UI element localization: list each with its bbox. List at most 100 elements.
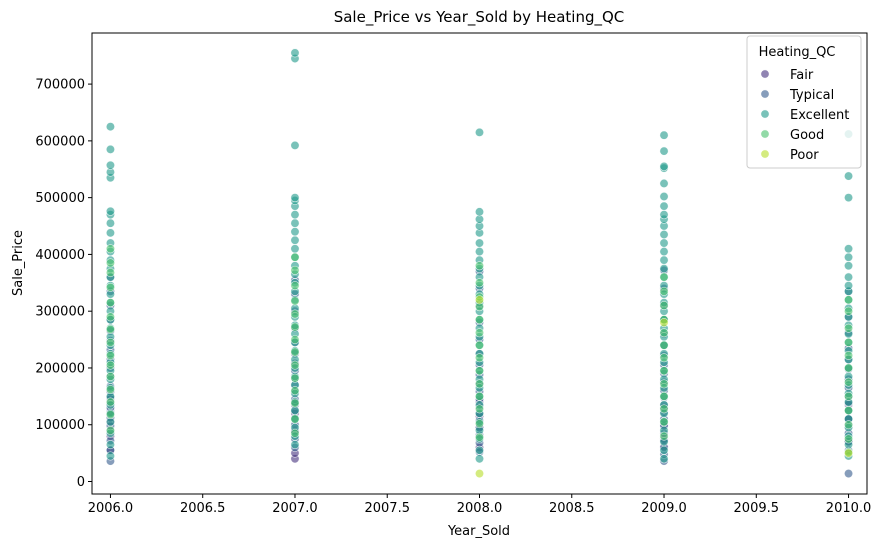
data-point: [105, 371, 115, 381]
legend-label: Good: [790, 128, 824, 143]
x-tick-label: 2009.5: [734, 501, 780, 516]
y-tick-label: 300000: [35, 305, 85, 320]
data-point: [474, 247, 484, 257]
data-point: [474, 340, 484, 350]
data-point: [844, 252, 854, 262]
data-point: [659, 192, 669, 202]
data-point: [844, 193, 854, 203]
data-point: [474, 391, 484, 401]
legend-title: Heating_QC: [759, 45, 836, 60]
data-point: [105, 385, 115, 395]
legend-marker: [760, 109, 770, 119]
x-tick-label: 2006.5: [180, 501, 226, 516]
legend-label: Excellent: [790, 108, 849, 123]
data-point: [290, 281, 300, 291]
data-point: [659, 353, 669, 363]
x-tick-label: 2009.0: [641, 501, 687, 516]
x-tick-label: 2006.0: [88, 501, 134, 516]
data-point: [659, 230, 669, 240]
data-point: [659, 272, 669, 282]
data-point: [844, 337, 854, 347]
data-point: [105, 282, 115, 292]
x-axis-ticks: 2006.0 2006.5 2007.0 2007.5 2008.0 2008.5 2009…: [88, 494, 871, 516]
data-point: [105, 160, 115, 170]
data-point: [105, 122, 115, 132]
data-point: [105, 268, 115, 278]
data-point: [474, 469, 484, 479]
data-point: [290, 322, 300, 332]
x-tick-label: 2007.5: [364, 501, 410, 516]
x-tick-label: 2008.0: [457, 501, 503, 516]
data-point: [105, 350, 115, 360]
y-tick-label: 200000: [35, 361, 85, 376]
data-point: [659, 417, 669, 427]
data-point: [105, 440, 115, 450]
data-point: [659, 201, 669, 211]
data-point: [105, 451, 115, 461]
data-point: [474, 278, 484, 288]
y-tick-label: 100000: [35, 418, 85, 433]
data-point: [659, 286, 669, 296]
data-point: [844, 406, 854, 416]
data-point: [290, 140, 300, 150]
legend-marker: [760, 89, 770, 99]
data-point: [659, 340, 669, 350]
data-point: [844, 244, 854, 254]
data-point: [844, 434, 854, 444]
data-point: [474, 261, 484, 271]
x-tick-label: 2008.5: [549, 501, 595, 516]
data-point: [105, 218, 115, 228]
data-point: [659, 255, 669, 265]
data-point: [844, 448, 854, 458]
data-point: [844, 261, 854, 271]
data-point: [659, 301, 669, 311]
data-point: [659, 366, 669, 376]
y-tick-label: 500000: [35, 191, 85, 206]
series-good: [105, 244, 854, 457]
data-point: [844, 272, 854, 282]
x-tick-label: 2007.0: [272, 501, 318, 516]
y-axis-label: Sale_Price: [11, 230, 26, 296]
data-point: [474, 366, 484, 376]
data-point: [290, 193, 300, 203]
data-point: [105, 397, 115, 407]
x-axis-label: Year_Sold: [447, 524, 510, 539]
data-point: [474, 315, 484, 325]
data-point: [474, 207, 484, 217]
legend-label: Fair: [790, 68, 814, 83]
data-point: [659, 445, 669, 455]
data-point: [474, 127, 484, 137]
data-point: [290, 440, 300, 450]
data-point: [474, 328, 484, 338]
legend-marker: [760, 149, 770, 159]
data-point: [844, 295, 854, 305]
data-point: [105, 228, 115, 238]
data-point: [290, 48, 300, 58]
data-point: [659, 247, 669, 257]
data-point: [290, 235, 300, 245]
data-point: [844, 377, 854, 387]
data-point: [474, 432, 484, 442]
data-points: [105, 48, 854, 479]
legend-marker: [760, 69, 770, 79]
series-poor: [474, 295, 854, 479]
data-point: [290, 386, 300, 396]
data-point: [659, 454, 669, 464]
data-point: [290, 309, 300, 319]
data-point: [474, 445, 484, 455]
data-point: [290, 428, 300, 438]
data-point: [105, 144, 115, 154]
data-point: [105, 425, 115, 435]
legend-label: Typical: [789, 88, 834, 103]
chart-title: Sale_Price vs Year_Sold by Heating_QC: [334, 8, 625, 27]
data-point: [844, 391, 854, 401]
legend-items: Fair Typical Excellent Good Poor: [760, 68, 849, 163]
data-point: [474, 419, 484, 429]
data-point: [290, 218, 300, 228]
data-point: [659, 318, 669, 328]
data-point: [659, 130, 669, 140]
data-point: [105, 206, 115, 216]
data-point: [844, 420, 854, 430]
data-point: [844, 323, 854, 333]
